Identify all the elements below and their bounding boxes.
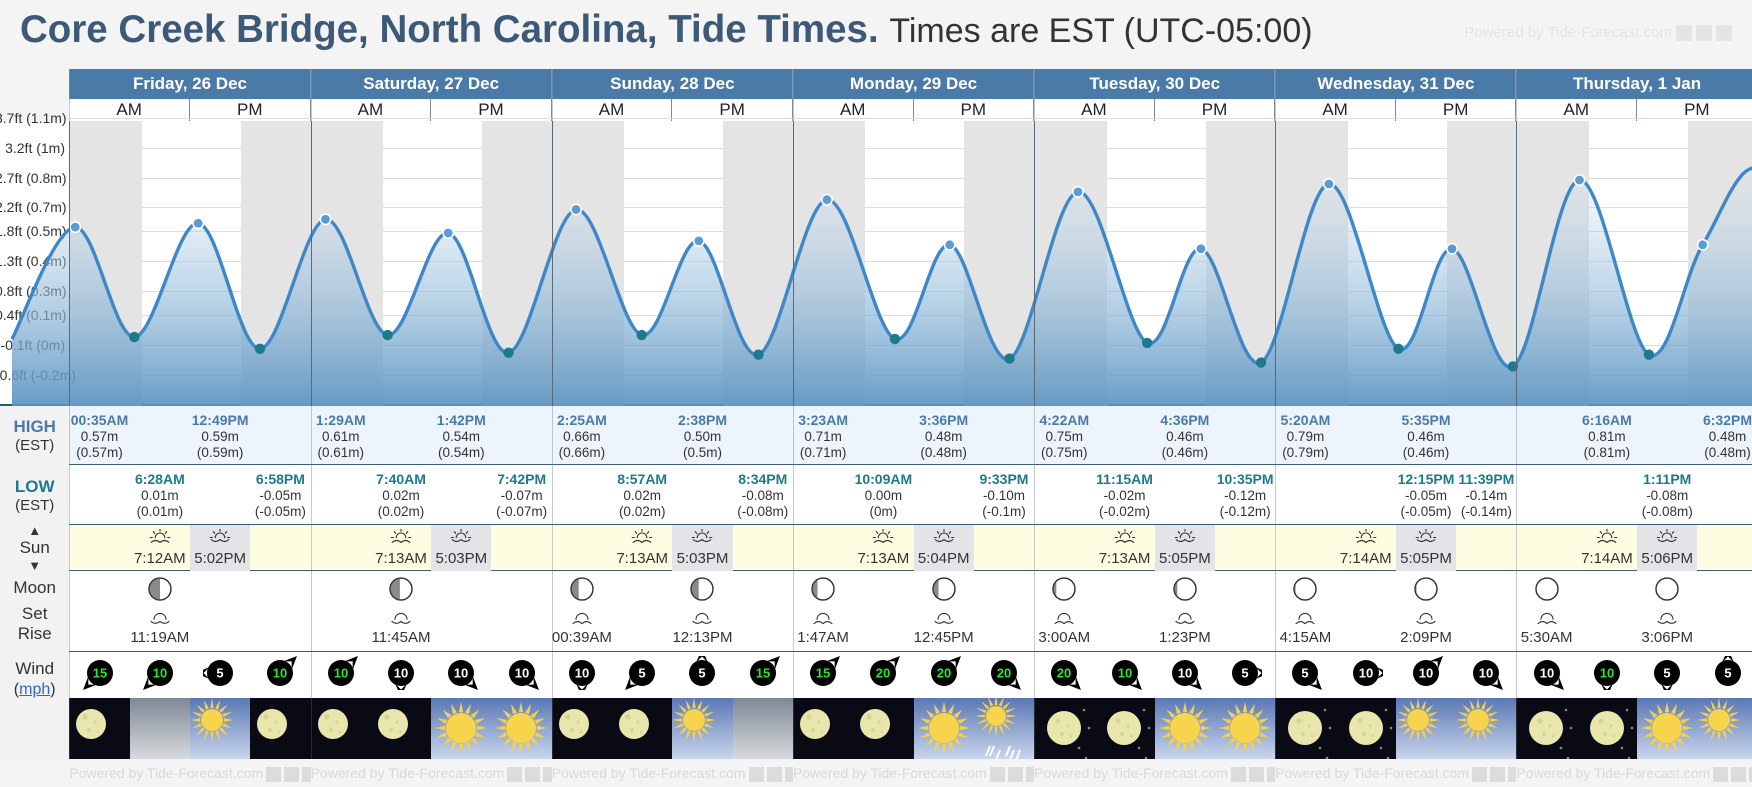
svg-text:10: 10 [273,665,287,680]
svg-text:5: 5 [1724,665,1731,680]
svg-text:5: 5 [1242,665,1249,680]
svg-text:10: 10 [1539,665,1553,680]
svg-text:10: 10 [514,665,528,680]
svg-text:20: 20 [876,665,890,680]
svg-text:5: 5 [217,665,224,680]
svg-text:10: 10 [1178,665,1192,680]
svg-text:10: 10 [454,665,468,680]
svg-text:10: 10 [1419,665,1433,680]
svg-text:5: 5 [639,665,646,680]
svg-text:10: 10 [1117,665,1131,680]
svg-text:20: 20 [936,665,950,680]
svg-text:15: 15 [756,665,770,680]
svg-text:10: 10 [1600,665,1614,680]
svg-text:10: 10 [394,665,408,680]
svg-text:5: 5 [1302,665,1309,680]
svg-text:15: 15 [816,665,830,680]
svg-text:5: 5 [699,665,706,680]
svg-text:10: 10 [575,665,589,680]
svg-text:10: 10 [153,665,167,680]
svg-text:10: 10 [1479,665,1493,680]
svg-text:20: 20 [997,665,1011,680]
svg-text:10: 10 [1359,665,1373,680]
svg-text:5: 5 [1664,665,1671,680]
svg-text:15: 15 [92,665,106,680]
svg-text:20: 20 [1057,665,1071,680]
svg-text:10: 10 [333,665,347,680]
